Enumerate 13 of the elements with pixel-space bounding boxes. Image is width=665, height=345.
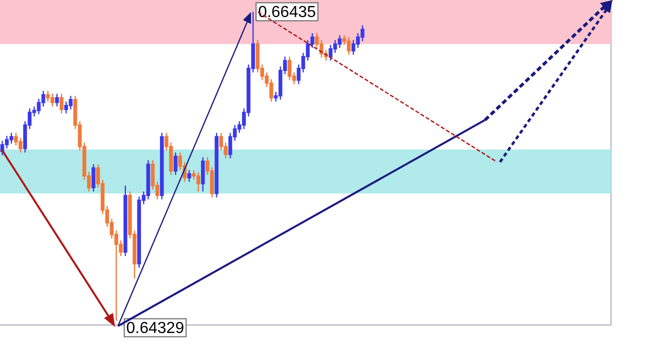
- annotation: 0.64329: [126, 320, 184, 338]
- candlestick: [174, 152, 178, 176]
- candlestick: [92, 164, 96, 192]
- candlestick: [346, 36, 351, 56]
- candlestick: [60, 93, 64, 114]
- annotation: 0.66435: [258, 4, 316, 22]
- candlestick: [123, 185, 128, 257]
- candlestick: [214, 132, 218, 198]
- candlestick: [201, 156, 205, 192]
- candlestick: [55, 93, 59, 108]
- candlestick: [187, 169, 192, 182]
- candlestick: [196, 171, 200, 192]
- candlestick: [160, 132, 164, 200]
